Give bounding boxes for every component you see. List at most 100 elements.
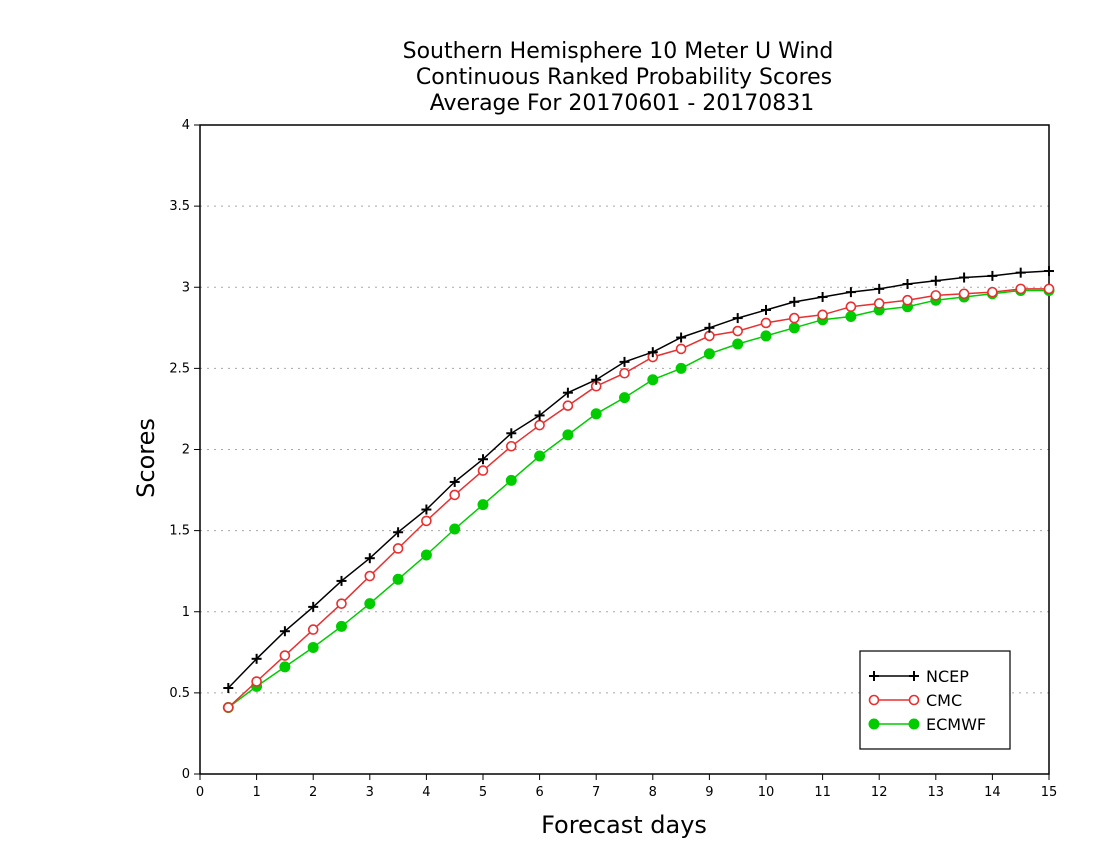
data-point-ecmwf	[619, 392, 630, 404]
data-point-ncep	[251, 653, 262, 664]
data-point-ncep	[789, 296, 800, 307]
data-point-ncep	[223, 683, 234, 694]
data-point-ecmwf	[562, 429, 574, 441]
y-tick-label: 4	[182, 118, 190, 133]
data-point-cmc	[817, 309, 828, 321]
legend-marker-ncep	[909, 671, 919, 681]
axis-ticks: 00.511.522.533.540 1 2 3 4 5 6 7 8 9 10 11 12 13 14 15	[169, 118, 1057, 800]
legend-marker-cmc	[908, 694, 920, 706]
data-point-ncep	[959, 272, 970, 283]
data-point-ecmwf	[477, 499, 489, 511]
data-point-cmc	[505, 440, 517, 452]
data-point-ncep	[817, 291, 828, 302]
x-tick-label: 7	[592, 785, 600, 800]
legend-marker-cmc	[868, 694, 880, 706]
data-point-cmc	[902, 294, 913, 306]
chart-title: Southern Hemisphere 10 Meter U Wind Cont…	[403, 39, 834, 116]
x-tick-label: 6	[535, 785, 543, 800]
data-point-ncep	[1044, 266, 1054, 277]
data-point-ecmwf	[647, 374, 659, 386]
data-point-ncep	[478, 454, 488, 465]
gridlines	[200, 205, 1049, 694]
legend-label-ncep: NCEP	[926, 667, 969, 686]
legend: NCEP CMC ECMWF	[859, 650, 1011, 750]
data-point-ncep	[279, 626, 290, 637]
data-point-cmc	[788, 312, 800, 324]
data-point-ecmwf	[788, 322, 800, 334]
data-point-ncep	[562, 387, 573, 398]
data-point-ncep	[619, 356, 630, 367]
data-point-ncep	[364, 553, 375, 564]
data-point-ecmwf	[760, 330, 772, 342]
data-point-ecmwf	[279, 661, 291, 673]
data-point-cmc	[732, 325, 744, 337]
y-tick-label: 3	[182, 280, 190, 295]
data-point-ncep	[676, 332, 687, 343]
x-tick-label: 5	[479, 785, 487, 800]
x-tick-label: 1	[252, 785, 260, 800]
data-point-cmc	[562, 400, 574, 411]
legend-marker-ecmwf	[908, 718, 920, 730]
series-layer	[222, 266, 1055, 713]
x-axis-title: Forecast days	[541, 811, 707, 839]
data-point-ncep	[647, 347, 658, 358]
title-line-2: Continuous Ranked Probability Scores	[416, 65, 832, 90]
series-ncep	[223, 266, 1054, 694]
data-point-cmc	[223, 702, 234, 713]
data-point-ecmwf	[392, 573, 404, 585]
x-tick-label: 0	[196, 785, 204, 800]
data-point-ncep	[591, 374, 602, 385]
data-point-cmc	[392, 543, 404, 554]
x-tick-label: 4	[422, 785, 430, 800]
legend-item-cmc: CMC	[868, 691, 962, 710]
data-point-cmc	[534, 419, 545, 431]
series-cmc	[223, 283, 1055, 713]
y-tick-label: 2	[182, 443, 190, 458]
y-tick-label: 2.5	[169, 361, 190, 376]
legend-items: NCEP CMC ECMWF	[868, 667, 986, 734]
data-point-cmc	[873, 298, 885, 309]
legend-marker-ncep	[869, 671, 879, 681]
x-tick-label: 12	[871, 785, 888, 800]
x-tick-label: 11	[814, 785, 831, 800]
data-point-ecmwf	[534, 450, 546, 462]
data-point-ecmwf	[590, 408, 602, 420]
data-point-ncep	[704, 322, 715, 333]
x-tick-label: 2	[309, 785, 317, 800]
y-axis-title: Scores	[132, 418, 160, 498]
y-tick-label: 3.5	[169, 199, 190, 214]
data-point-ecmwf	[307, 641, 319, 653]
data-point-ncep	[1015, 267, 1026, 278]
data-point-cmc	[619, 367, 630, 379]
data-point-ncep	[930, 275, 941, 286]
x-tick-label: 3	[366, 785, 374, 800]
data-point-cmc	[421, 515, 432, 527]
legend-label-ecmwf: ECMWF	[926, 715, 986, 734]
data-point-ncep	[902, 279, 913, 290]
data-point-ncep	[506, 428, 517, 439]
data-point-cmc	[1015, 283, 1027, 295]
data-point-ecmwf	[703, 348, 715, 360]
data-point-cmc	[251, 676, 262, 687]
data-point-ncep	[874, 283, 885, 294]
data-point-ncep	[987, 270, 998, 281]
data-point-ncep	[732, 313, 743, 324]
y-tick-label: 0	[182, 767, 190, 782]
data-point-ecmwf	[675, 362, 687, 374]
data-point-ecmwf	[732, 338, 744, 350]
legend-item-ncep: NCEP	[869, 667, 969, 686]
legend-item-ecmwf: ECMWF	[868, 715, 986, 734]
y-tick-label: 1.5	[169, 524, 190, 539]
data-point-ncep	[845, 287, 856, 298]
data-point-cmc	[845, 301, 857, 313]
data-point-cmc	[958, 288, 970, 300]
data-point-ncep	[336, 575, 347, 586]
data-point-cmc	[987, 286, 998, 298]
data-point-cmc	[307, 624, 319, 635]
data-point-ncep	[534, 410, 545, 421]
data-point-ncep	[421, 504, 432, 515]
data-point-ecmwf	[364, 598, 376, 610]
data-point-cmc	[336, 598, 347, 609]
data-point-cmc	[930, 290, 942, 301]
